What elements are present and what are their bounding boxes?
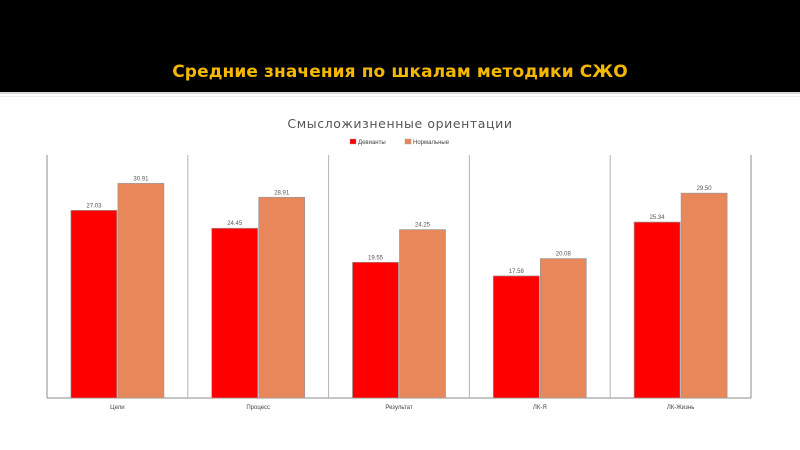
x-tick-label: Цели [110,405,124,411]
bar-series2 [117,183,165,399]
data-label: 20.08 [556,252,572,258]
header-band [0,0,800,92]
bar-series1 [352,261,399,399]
data-label: 28.91 [274,190,290,196]
data-label: 17.58 [509,269,525,275]
bar-series2 [258,196,306,399]
bar-series1 [211,227,259,399]
bar-series1 [492,275,540,399]
legend-label: Нормальные [413,140,450,146]
divider-line-light [0,96,800,97]
x-tick-label: Результат [385,405,413,411]
data-label: 29.50 [697,186,713,192]
x-tick-label: ЛК-Я [533,405,547,411]
bar-series2 [539,258,587,399]
data-label: 24.45 [227,221,243,227]
bar-series1 [633,221,681,399]
bar-series2 [399,229,446,399]
divider-line [0,92,800,94]
slide-title: Средние значения по шкалам методики СЖО [172,62,628,82]
x-tick-label: Процесс [246,405,270,411]
data-label: 24.25 [415,223,431,229]
legend-swatch [404,138,412,145]
data-label: 19.55 [368,255,384,261]
legend-swatch [349,138,357,145]
data-label: 27.03 [86,203,102,209]
bar-series2 [680,192,728,399]
data-label: 30.91 [133,176,149,182]
x-tick-label: ЛК-Жизнь [667,405,695,411]
bar-series1 [70,209,118,399]
chart-title: Смысложизненные ориентации [287,116,513,131]
legend-label: Девианты [358,140,386,146]
data-label: 25.34 [650,215,666,221]
